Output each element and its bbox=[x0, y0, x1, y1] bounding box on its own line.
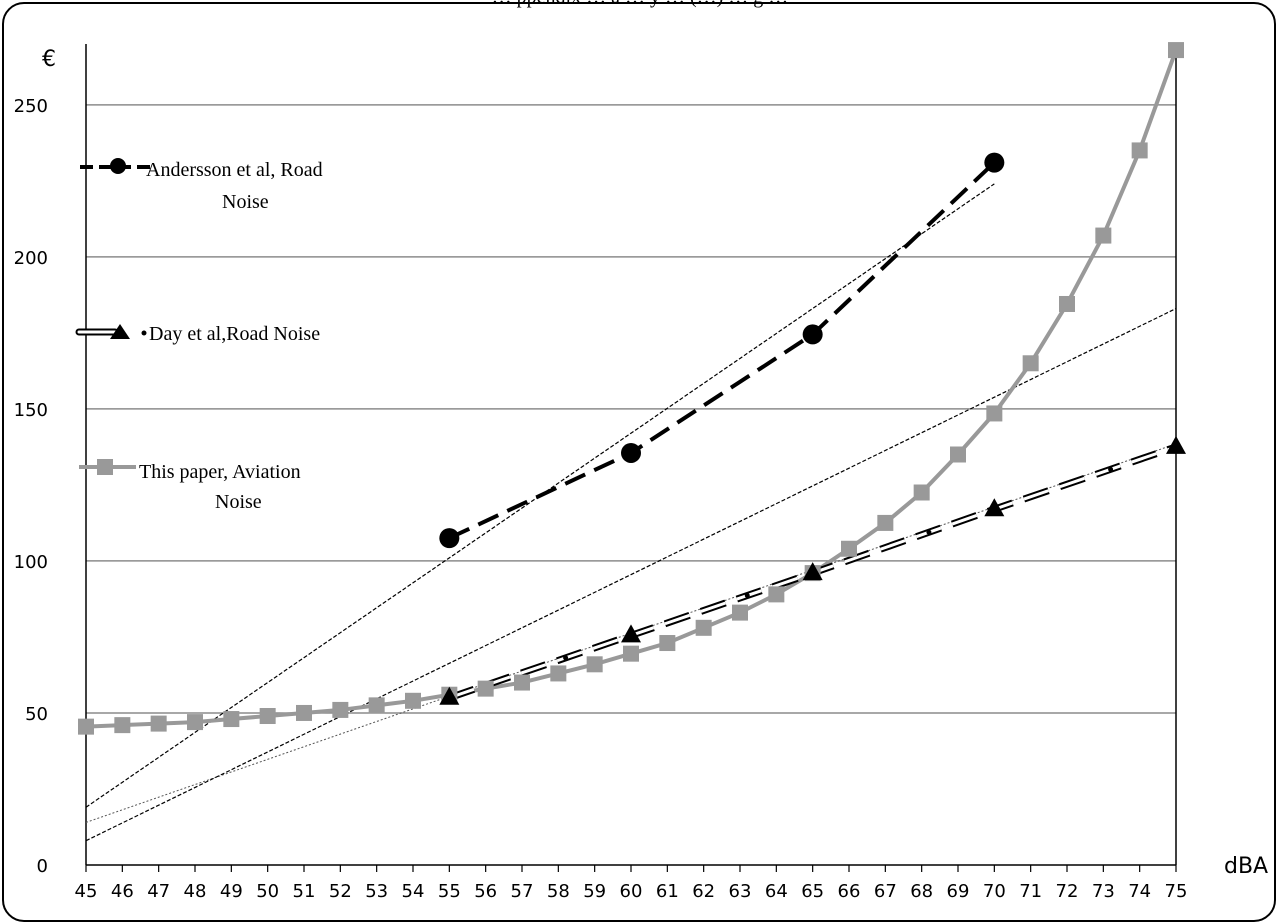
x-tick-label: 53 bbox=[365, 881, 388, 902]
series-markers bbox=[78, 42, 1186, 735]
x-tick-label: 45 bbox=[75, 881, 98, 902]
x-tick-label: 57 bbox=[511, 881, 534, 902]
point-this-paper bbox=[659, 635, 676, 652]
point-this-paper bbox=[259, 708, 276, 725]
x-tick-label: 68 bbox=[910, 881, 933, 902]
y-tick-label: 100 bbox=[14, 552, 48, 573]
point-day bbox=[802, 562, 823, 581]
trendline-this-paper bbox=[85, 308, 1177, 842]
y-tick-label: 0 bbox=[37, 856, 48, 877]
x-tick-label: 56 bbox=[474, 881, 497, 902]
legend: Andersson et al, Road Noise Day et al,Ro… bbox=[75, 158, 323, 513]
point-this-paper bbox=[768, 586, 785, 603]
x-axis-unit-label: dBA bbox=[1224, 854, 1268, 879]
axes bbox=[85, 44, 1177, 872]
point-day bbox=[1166, 435, 1186, 454]
y-tick-label: 250 bbox=[14, 96, 48, 117]
point-this-paper bbox=[150, 715, 167, 732]
legend-label-andersson-line2: Noise bbox=[222, 191, 269, 213]
point-andersson bbox=[802, 324, 823, 345]
y-tick-label: 150 bbox=[14, 400, 48, 421]
point-dot-day bbox=[744, 593, 750, 599]
point-day bbox=[439, 686, 460, 705]
point-this-paper bbox=[732, 604, 748, 621]
point-dot-day bbox=[926, 529, 932, 535]
x-tick-label: 74 bbox=[1128, 881, 1151, 902]
x-tick-label: 63 bbox=[729, 881, 752, 902]
point-this-paper bbox=[841, 540, 857, 557]
x-tick-label: 47 bbox=[147, 881, 170, 902]
legend-label-day: Day et al,Road Noise bbox=[149, 323, 320, 345]
point-andersson bbox=[439, 528, 460, 549]
x-tick-label: 48 bbox=[184, 881, 207, 902]
chart-caption: … ppendix … a … y … (…) … g … bbox=[0, 0, 1280, 9]
point-this-paper bbox=[223, 711, 240, 728]
point-dot-day bbox=[1108, 466, 1114, 472]
x-tick-label: 69 bbox=[947, 881, 970, 902]
point-this-paper bbox=[986, 405, 1003, 422]
point-this-paper bbox=[550, 665, 567, 682]
point-this-paper bbox=[114, 717, 131, 734]
y-tick-label: 200 bbox=[14, 248, 48, 269]
x-tick-label: 64 bbox=[765, 881, 788, 902]
point-this-paper bbox=[1131, 142, 1148, 159]
point-this-paper bbox=[623, 645, 639, 662]
point-andersson bbox=[621, 442, 641, 463]
x-tick-label: 51 bbox=[293, 881, 316, 902]
x-tick-label: 67 bbox=[874, 881, 897, 902]
x-tick-label: 73 bbox=[1092, 881, 1115, 902]
x-tick-label: 61 bbox=[656, 881, 679, 902]
point-day bbox=[984, 498, 1005, 517]
legend-item-day: Day et al,Road Noise bbox=[75, 323, 320, 345]
x-tick-label: 66 bbox=[838, 881, 861, 902]
legend-label-this-paper-line2: Noise bbox=[215, 491, 262, 513]
legend-item-this-paper: This paper, Aviation Noise bbox=[79, 459, 301, 513]
point-andersson bbox=[984, 152, 1005, 173]
point-this-paper bbox=[877, 514, 894, 531]
x-tick-label: 75 bbox=[1165, 881, 1188, 902]
trendline-andersson bbox=[85, 183, 995, 808]
point-this-paper bbox=[1095, 227, 1112, 244]
point-this-paper bbox=[913, 484, 930, 501]
point-this-paper bbox=[514, 674, 530, 691]
y-axis-unit-label: € bbox=[42, 47, 56, 72]
point-this-paper bbox=[332, 701, 349, 718]
x-tick-label: 50 bbox=[256, 881, 279, 902]
y-tick-label: 50 bbox=[25, 704, 48, 725]
x-tick-label: 59 bbox=[583, 881, 606, 902]
x-tick-label: 52 bbox=[329, 881, 352, 902]
point-this-paper bbox=[950, 446, 966, 463]
tick-labels: 0 50 100 150 200 250 45 46 47 48 49 50 51 52 53 54 55 56 5… bbox=[14, 96, 1188, 902]
x-tick-label: 49 bbox=[220, 881, 243, 902]
point-this-paper bbox=[1022, 355, 1039, 372]
legend-label-this-paper-line1: This paper, Aviation bbox=[139, 461, 301, 483]
point-this-paper bbox=[1059, 295, 1075, 312]
x-tick-label: 55 bbox=[438, 881, 461, 902]
point-this-paper bbox=[695, 619, 712, 636]
point-this-paper bbox=[78, 718, 94, 735]
point-this-paper bbox=[1168, 42, 1184, 59]
point-this-paper bbox=[477, 680, 494, 697]
x-tick-label: 72 bbox=[1056, 881, 1079, 902]
point-this-paper bbox=[586, 656, 603, 673]
legend-item-andersson: Andersson et al, Road Noise bbox=[80, 158, 323, 213]
x-tick-label: 71 bbox=[1019, 881, 1042, 902]
x-tick-label: 54 bbox=[402, 881, 425, 902]
x-tick-label: 58 bbox=[547, 881, 570, 902]
point-dot-day bbox=[563, 655, 569, 661]
point-this-paper bbox=[296, 704, 312, 721]
x-tick-label: 60 bbox=[620, 881, 643, 902]
x-tick-label: 46 bbox=[111, 881, 134, 902]
point-this-paper bbox=[405, 692, 421, 709]
x-tick-label: 70 bbox=[983, 881, 1006, 902]
point-day bbox=[621, 624, 641, 643]
x-tick-label: 62 bbox=[692, 881, 715, 902]
point-this-paper bbox=[368, 697, 385, 714]
legend-label-andersson-line1: Andersson et al, Road bbox=[146, 159, 323, 181]
series-line-andersson bbox=[448, 161, 996, 540]
x-tick-label: 65 bbox=[801, 881, 824, 902]
point-this-paper bbox=[187, 714, 203, 731]
